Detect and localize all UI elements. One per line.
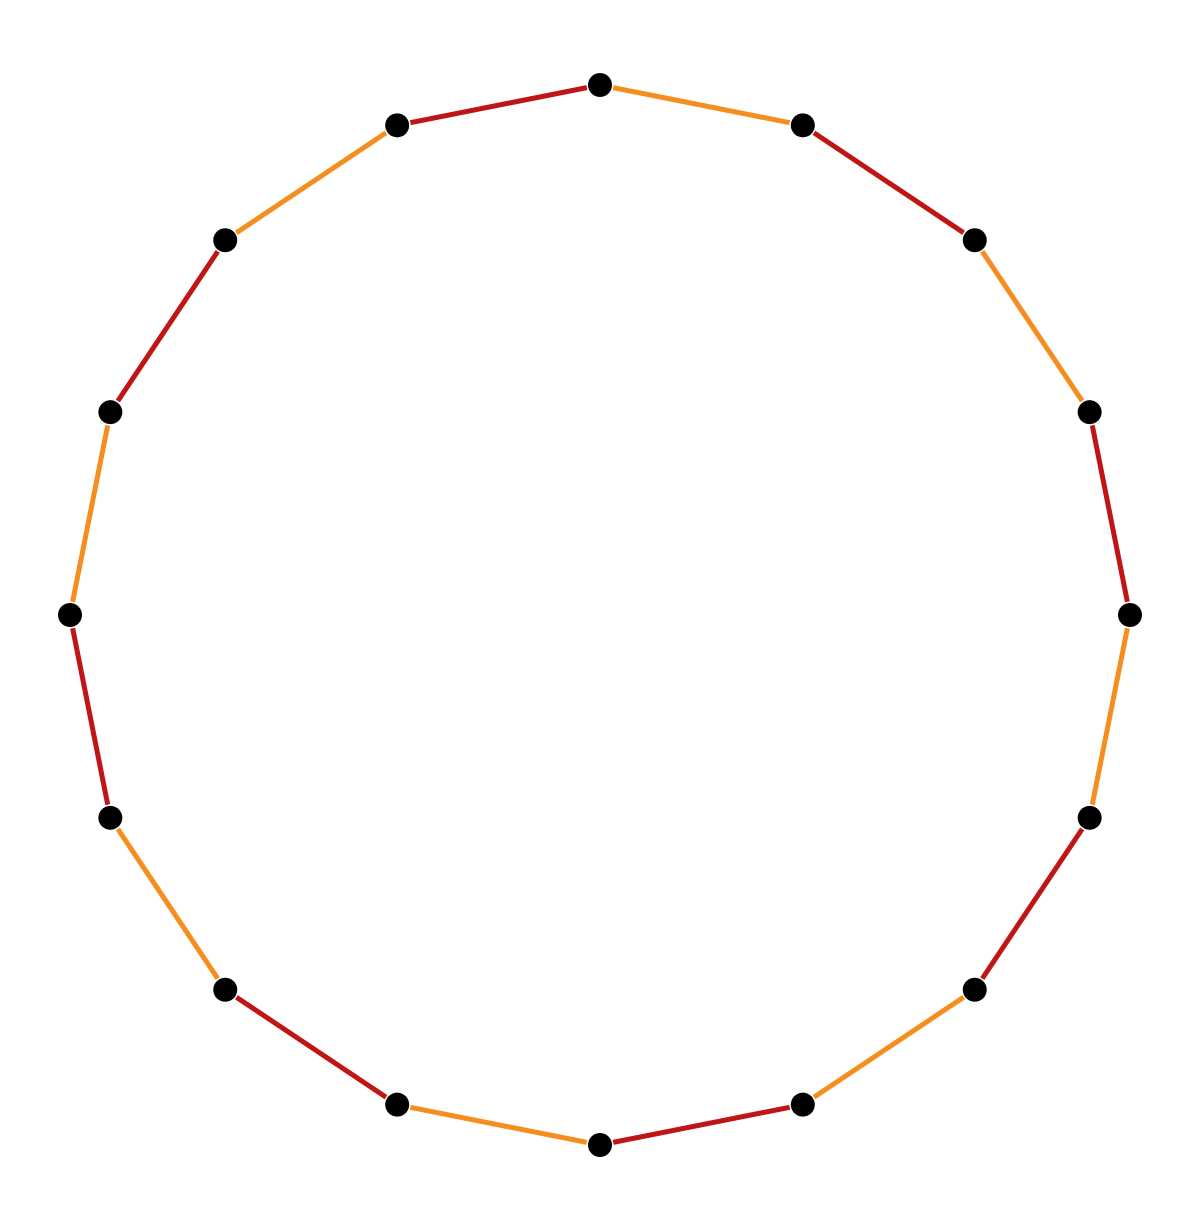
polygon-vertex: [58, 603, 82, 627]
hexadecagon-diagram: [0, 0, 1200, 1231]
polygon-edge: [73, 628, 108, 804]
polygon-vertex: [588, 73, 612, 97]
polygon-edge: [73, 425, 108, 601]
polygon-edge: [410, 1107, 586, 1142]
polygon-vertex: [791, 1093, 815, 1117]
polygon-vertex: [1078, 806, 1102, 830]
polygon-edge: [1092, 628, 1127, 804]
polygon-vertex: [791, 113, 815, 137]
polygon-edge: [236, 133, 386, 233]
polygon-edge: [814, 997, 964, 1097]
polygon-vertex: [213, 228, 237, 252]
polygon-vertex: [385, 1093, 409, 1117]
polygon-vertex: [385, 113, 409, 137]
polygon-vertex: [1078, 400, 1102, 424]
polygon-edge: [982, 251, 1082, 401]
polygon-edge: [118, 829, 218, 979]
polygon-vertex: [963, 228, 987, 252]
polygon-vertex: [1118, 603, 1142, 627]
polygon-edge: [613, 1107, 789, 1142]
polygon-vertex: [213, 978, 237, 1002]
polygon-edge: [236, 997, 386, 1097]
polygon-vertex: [98, 806, 122, 830]
polygon-edge: [1092, 425, 1127, 601]
polygon-vertex: [588, 1133, 612, 1157]
polygon-edge: [613, 88, 789, 123]
polygon-edge: [118, 251, 218, 401]
polygon-vertex: [963, 978, 987, 1002]
polygon-vertex: [98, 400, 122, 424]
polygon-edge: [814, 133, 964, 233]
polygon-edge: [982, 829, 1082, 979]
polygon-edge: [410, 88, 586, 123]
